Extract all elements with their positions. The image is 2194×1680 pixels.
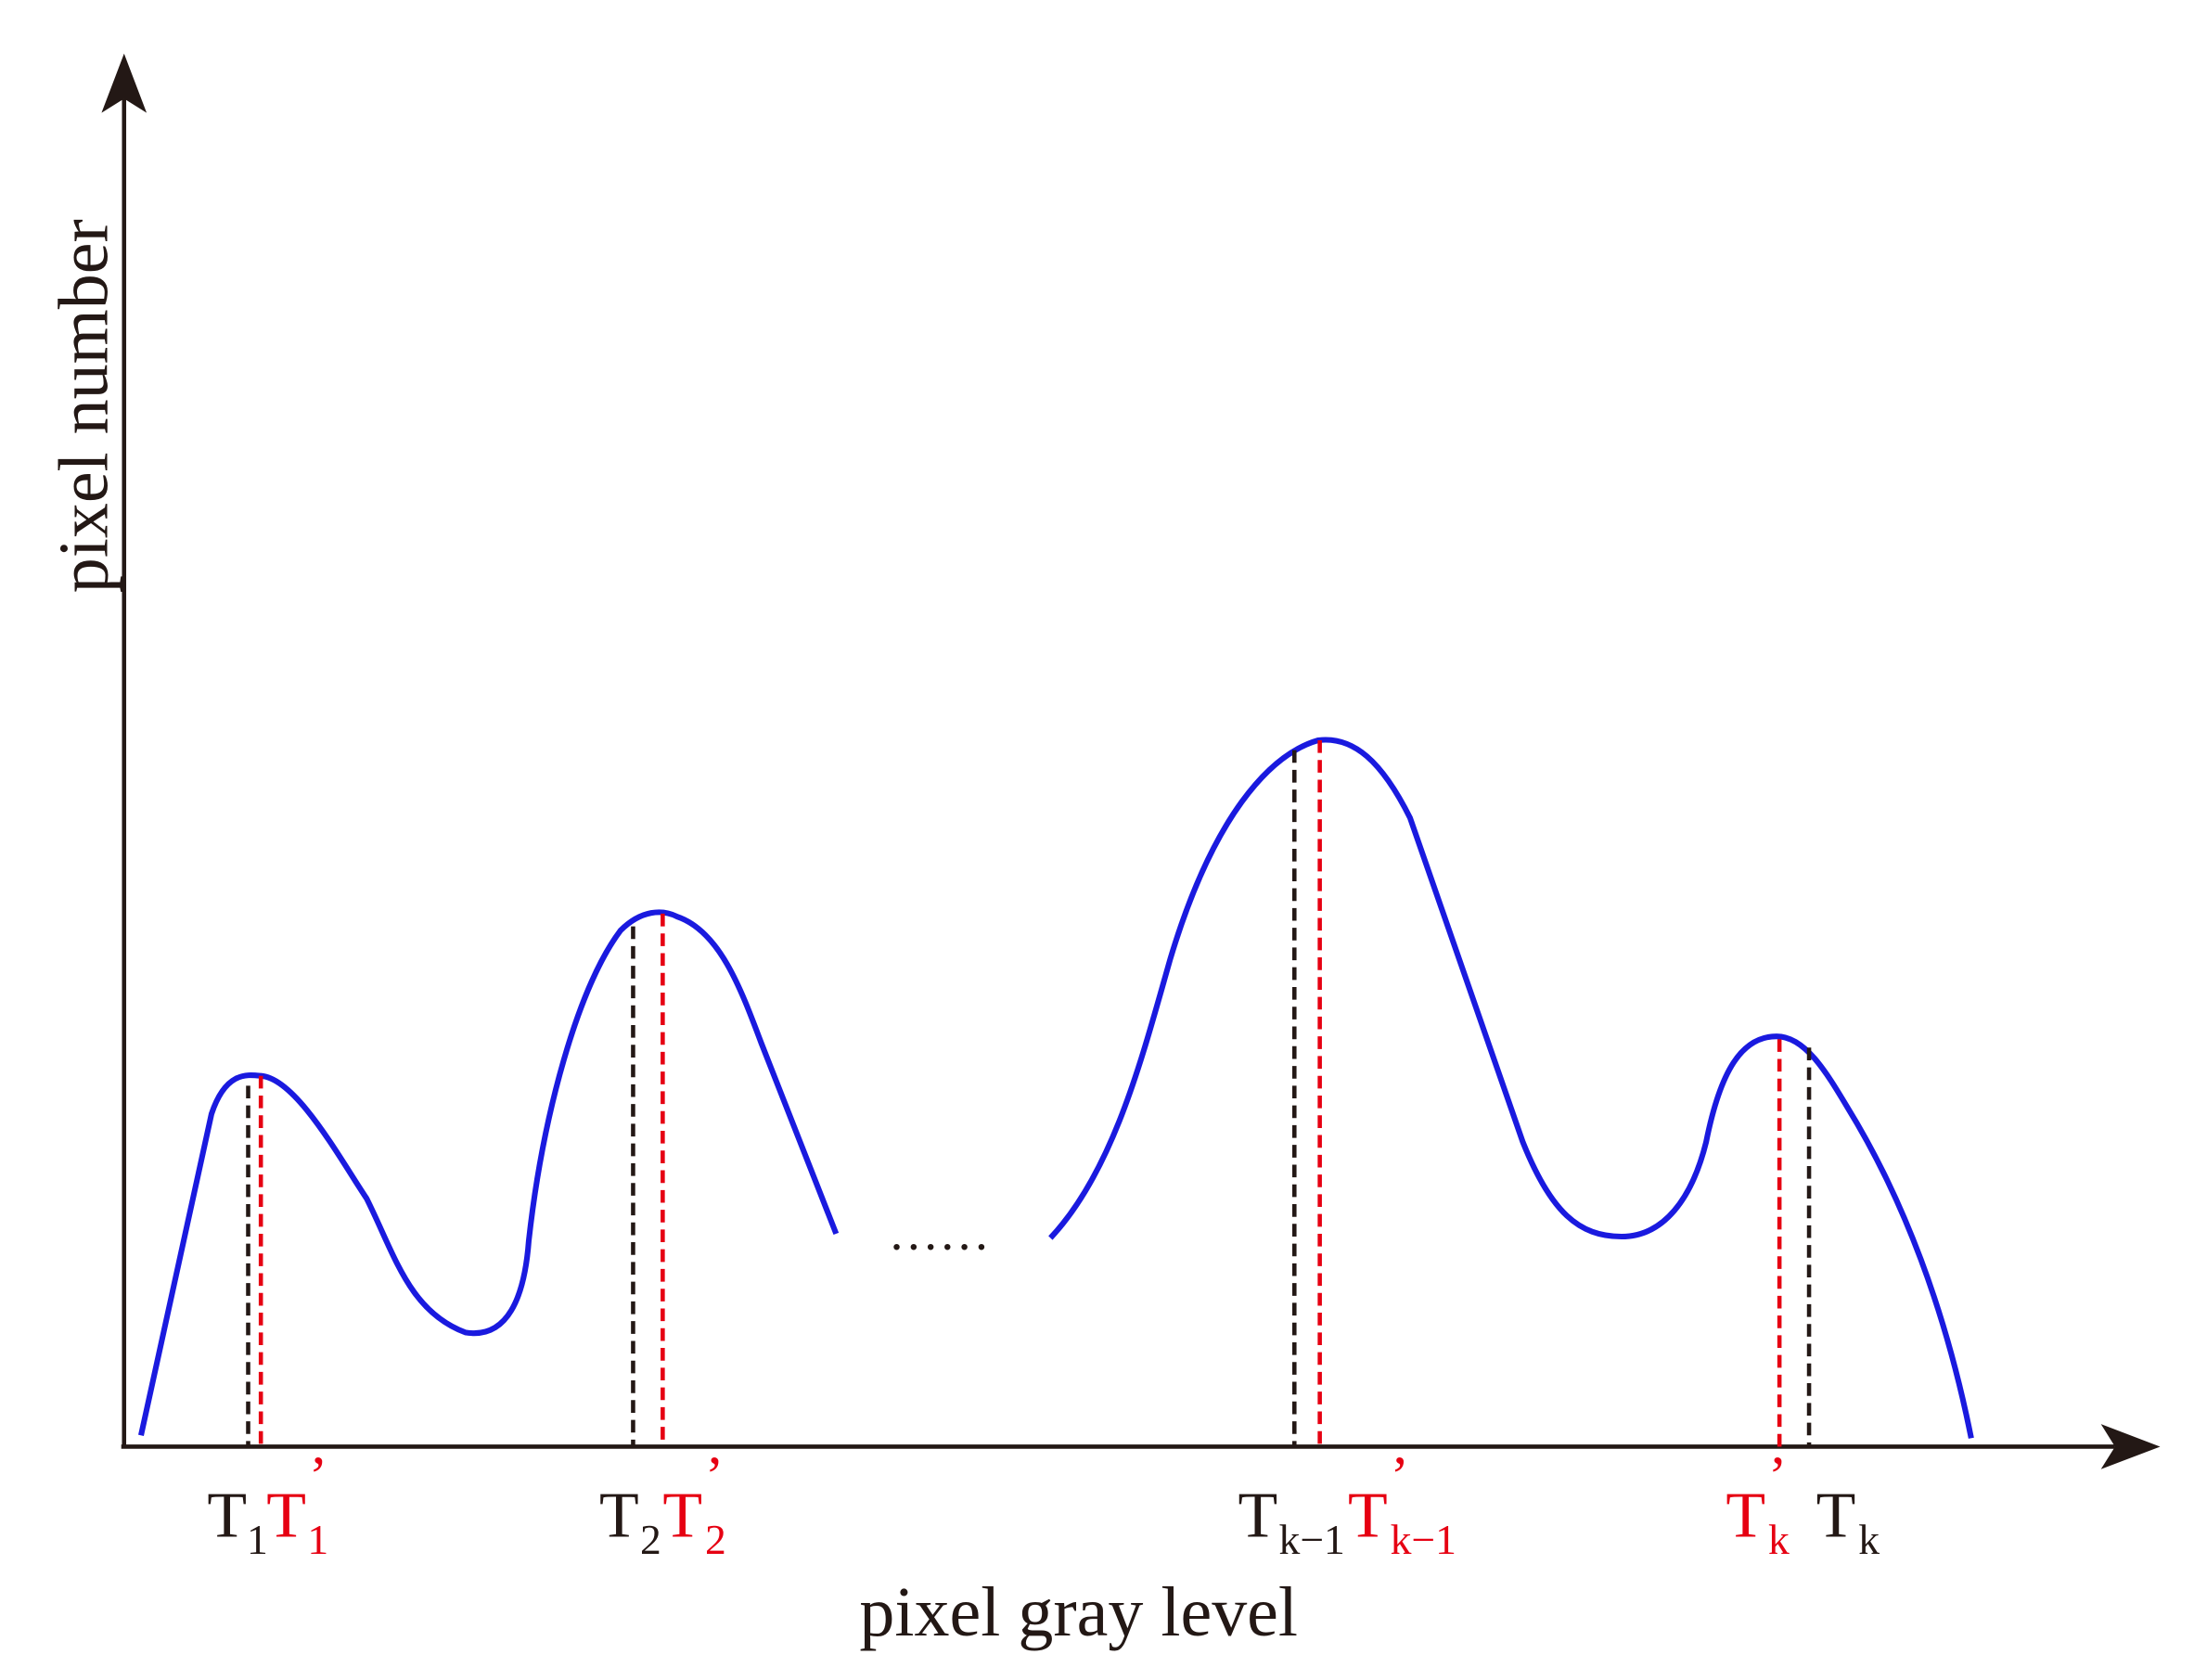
threshold-subscript: 2 (705, 1516, 726, 1563)
threshold-subscript: 2 (640, 1516, 661, 1563)
threshold-lines (246, 739, 1812, 1447)
threshold-prime: ’ (705, 1445, 724, 1507)
y-axis-title: pixel number (45, 219, 123, 593)
threshold-label: T (1816, 1481, 1856, 1552)
threshold-subscript: k−1 (1391, 1516, 1456, 1563)
threshold-subscript: k (1858, 1516, 1880, 1563)
threshold-label: T (1238, 1481, 1277, 1552)
threshold-subscript: 1 (247, 1516, 268, 1563)
threshold-subscript: k (1768, 1516, 1790, 1563)
threshold-label: T (662, 1481, 702, 1552)
threshold-label: T (207, 1481, 247, 1552)
ellipsis: …… (889, 1204, 990, 1261)
y-arrow (101, 53, 148, 113)
threshold-subscript: 1 (307, 1516, 328, 1563)
threshold-label: T (1348, 1481, 1388, 1552)
threshold-prime: ’ (309, 1445, 327, 1507)
histogram-curve (138, 909, 840, 1436)
threshold-prime: ’ (1391, 1445, 1409, 1507)
threshold-label: T (266, 1481, 306, 1552)
threshold-labels: T 1 T ’ 1 T 2 T ’ 2 T k−1 T ’ k−1 T ’ k … (207, 1445, 1880, 1563)
threshold-label: T (1726, 1481, 1765, 1552)
x-axis-title: pixel gray level (859, 1573, 1298, 1651)
histogram-curve (1048, 737, 1974, 1439)
threshold-label: T (599, 1481, 639, 1552)
threshold-subscript: k−1 (1279, 1516, 1345, 1563)
threshold-prime: ’ (1768, 1445, 1787, 1507)
x-arrow (2100, 1424, 2161, 1469)
